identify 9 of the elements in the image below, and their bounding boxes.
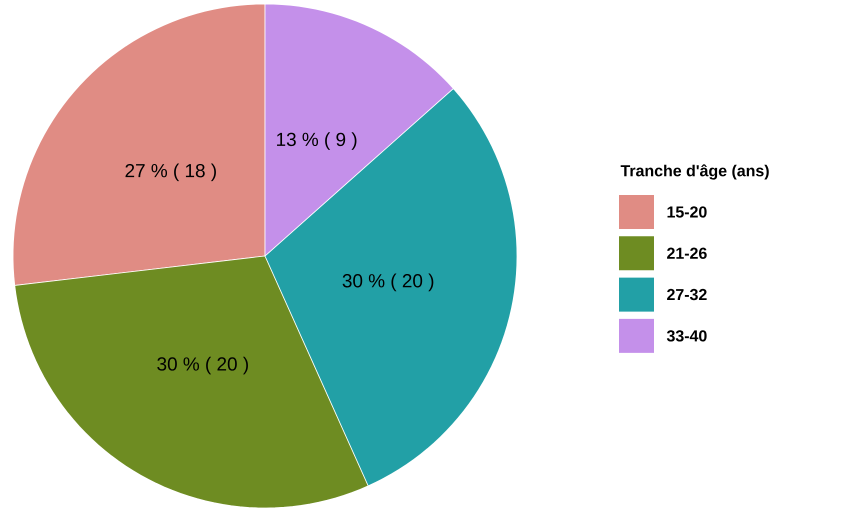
legend-label: 27-32	[667, 288, 707, 300]
data-label: 30 % ( 20 )	[157, 356, 248, 374]
legend-title: Tranche d'âge (ans)	[620, 164, 769, 180]
data-label: 30 % ( 20 )	[342, 274, 434, 292]
legend-label: 33-40	[666, 330, 707, 342]
legend-label: 15-20	[668, 206, 707, 218]
data-label: 27 % ( 18 )	[126, 163, 216, 182]
legend-label: 21-26	[667, 248, 707, 259]
data-label: 13 % ( 9 )	[277, 132, 356, 150]
